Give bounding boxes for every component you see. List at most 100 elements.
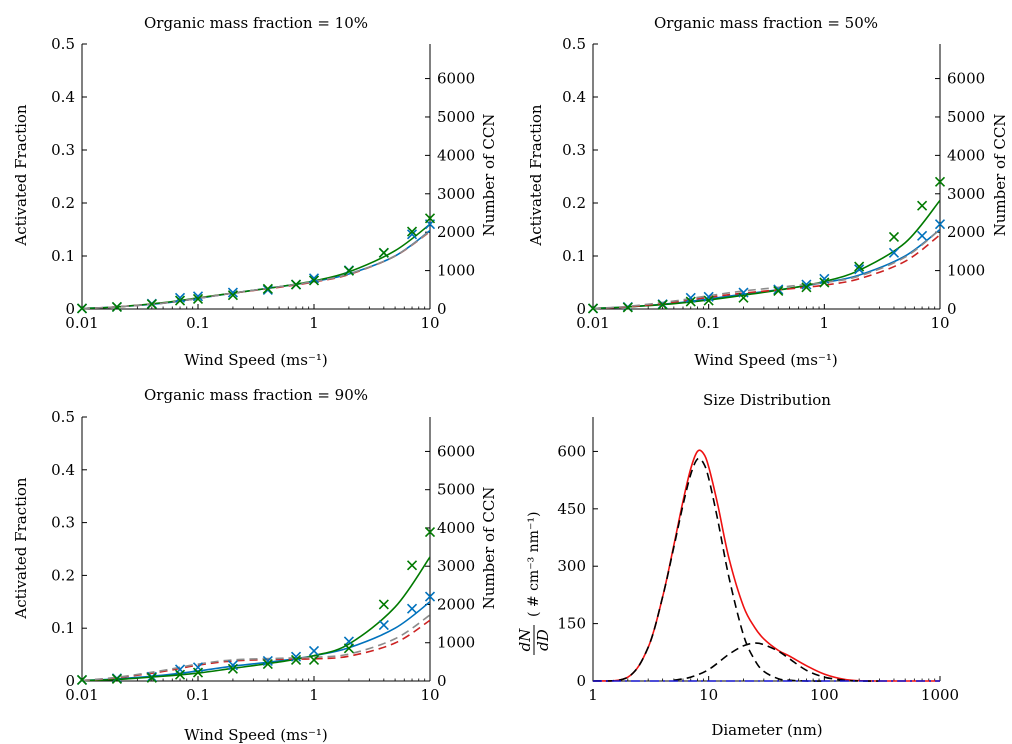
data-point-marker xyxy=(888,231,900,242)
x-tick-label: 0.01 xyxy=(576,314,609,332)
y2-tick-label: 6000 xyxy=(437,442,475,460)
data-point-marker xyxy=(406,603,418,614)
data-point-marker xyxy=(174,292,186,303)
data-point-marker xyxy=(146,299,157,310)
data-point-marker xyxy=(406,560,418,571)
data-point-marker xyxy=(192,293,204,304)
data-point-marker xyxy=(378,619,389,631)
data-point-marker xyxy=(343,643,354,654)
y2-tick-label: 1000 xyxy=(947,262,985,280)
series-line xyxy=(593,457,825,682)
series-line xyxy=(82,619,430,682)
data-point-marker xyxy=(406,226,418,237)
y2-tick-label: 3000 xyxy=(437,185,475,203)
x-axis-title: Wind Speed (ms⁻¹) xyxy=(184,726,328,744)
data-point-marker xyxy=(227,660,238,671)
chart-panel-size-distribution: Size Distribution Diameter (nm) dN dD ( … xyxy=(516,391,959,739)
y2-tick-label: 3000 xyxy=(437,557,475,575)
y-tick-label: 150 xyxy=(557,615,586,633)
data-point-marker xyxy=(192,667,204,678)
data-point-marker xyxy=(406,229,418,240)
data-point-marker xyxy=(174,295,186,306)
data-point-marker xyxy=(888,247,900,258)
y-axis-title: Activated Fraction xyxy=(12,104,30,247)
data-point-marker xyxy=(934,176,946,187)
y2-tick-label: 5000 xyxy=(437,481,475,499)
y-axis-title: dN dD ( # cm⁻³ nm⁻¹) xyxy=(516,512,552,655)
data-point-marker xyxy=(146,672,157,683)
chart-title: Organic mass fraction = 50% xyxy=(654,14,878,32)
y2-axis-title: Number of CCN xyxy=(480,114,498,237)
series-line xyxy=(82,230,430,310)
data-point-marker xyxy=(308,645,320,656)
x-tick-label: 1 xyxy=(588,686,598,704)
data-point-marker xyxy=(343,265,354,276)
data-point-marker xyxy=(111,673,122,684)
series-line xyxy=(593,199,940,310)
y2-tick-label: 4000 xyxy=(437,146,475,164)
y-tick-label: 0.2 xyxy=(562,194,586,212)
y-tick-label: 0 xyxy=(576,672,586,690)
data-point-marker xyxy=(262,655,273,667)
y-tick-label: 0 xyxy=(576,300,586,318)
x-axis-title: Wind Speed (ms⁻¹) xyxy=(694,351,838,369)
data-point-marker xyxy=(227,290,238,301)
series-line xyxy=(593,449,940,682)
data-point-marker xyxy=(290,651,302,662)
data-point-marker xyxy=(76,303,88,314)
y2-tick-label: 2000 xyxy=(947,223,985,241)
y-tick-label: 0.3 xyxy=(51,514,75,532)
series-line xyxy=(82,556,430,682)
x-tick-label: 0.1 xyxy=(186,314,210,332)
data-point-marker xyxy=(290,279,302,290)
y-axis-title: Activated Fraction xyxy=(12,477,30,620)
data-point-marker xyxy=(854,264,865,275)
data-point-marker xyxy=(801,279,812,290)
data-point-marker xyxy=(424,591,436,602)
series-line xyxy=(673,642,880,682)
data-point-marker xyxy=(76,674,88,686)
data-point-marker xyxy=(685,292,696,303)
y2-tick-label: 2000 xyxy=(437,595,475,613)
y-tick-label: 0.5 xyxy=(562,35,586,53)
x-tick-label: 1 xyxy=(820,314,830,332)
x-tick-label: 10 xyxy=(420,314,439,332)
series-line xyxy=(593,228,940,310)
y2-tick-label: 5000 xyxy=(437,108,475,126)
x-tick-label: 1 xyxy=(309,314,319,332)
data-point-marker xyxy=(819,273,830,284)
x-tick-label: 100 xyxy=(810,686,839,704)
data-point-marker xyxy=(819,277,830,288)
data-point-marker xyxy=(587,303,599,314)
data-point-marker xyxy=(192,291,204,302)
data-point-marker xyxy=(227,663,238,674)
y2-tick-label: 6000 xyxy=(437,70,475,88)
data-point-marker xyxy=(622,302,633,313)
y2-tick-label: 1000 xyxy=(437,634,475,652)
x-tick-label: 1 xyxy=(309,686,319,704)
y-tick-label: 0.4 xyxy=(51,461,75,479)
y-tick-label: 0.5 xyxy=(51,408,75,426)
y-tick-label: 0.4 xyxy=(562,88,586,106)
data-point-marker xyxy=(290,654,302,665)
chart-panel-organic-10: Organic mass fraction = 10% Wind Speed (… xyxy=(12,14,498,369)
axis-frame xyxy=(81,44,431,310)
y-tick-label: 0.1 xyxy=(51,247,75,265)
y-tick-label: 0.3 xyxy=(51,141,75,159)
y2-tick-label: 5000 xyxy=(947,108,985,126)
chart-panel-organic-90: Organic mass fraction = 90% Wind Speed (… xyxy=(12,386,498,744)
data-point-marker xyxy=(378,599,389,610)
data-point-marker xyxy=(308,275,320,286)
y2-tick-label: 4000 xyxy=(947,146,985,164)
y-axis-title-denominator: dD xyxy=(534,629,552,651)
data-point-marker xyxy=(308,273,320,284)
y2-tick-label: 0 xyxy=(437,672,447,690)
x-tick-label: 0.01 xyxy=(65,314,98,332)
data-point-marker xyxy=(703,295,714,306)
axis-frame xyxy=(592,44,941,310)
y-tick-label: 0.5 xyxy=(51,35,75,53)
series-line xyxy=(82,614,430,682)
y2-tick-label: 6000 xyxy=(947,70,985,88)
y-axis-title: Activated Fraction xyxy=(527,104,545,247)
